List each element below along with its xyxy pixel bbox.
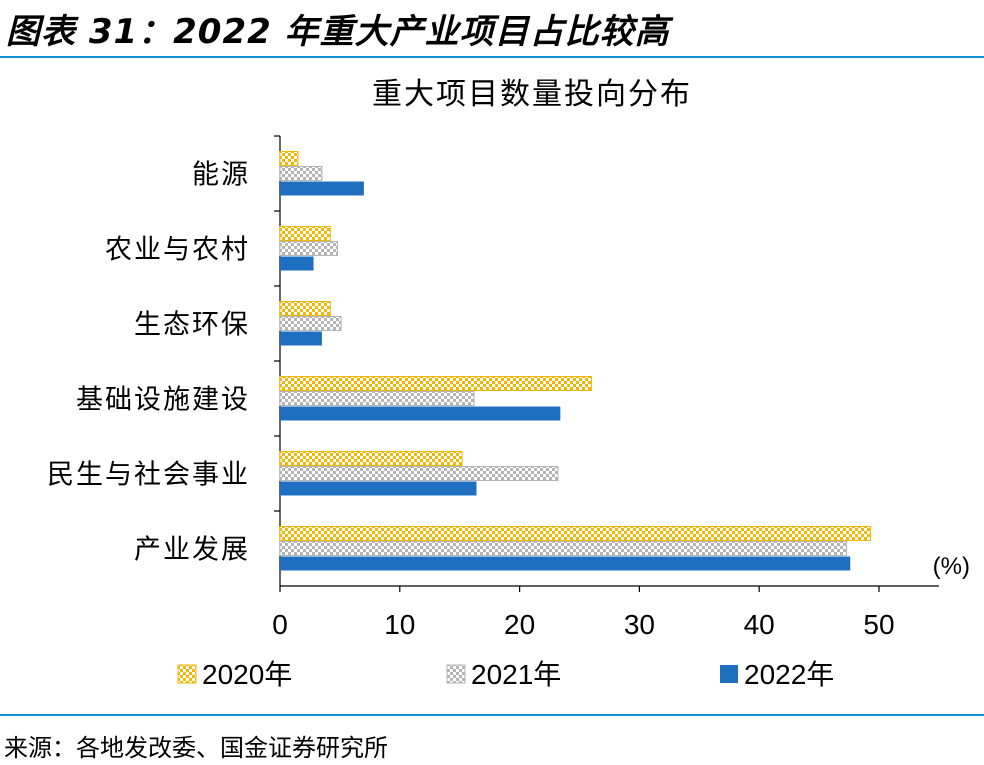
y-tick-label: 生态环保 [134,310,250,341]
bar-2020 [279,451,463,466]
chart-title: 重大项目数量投向分布 [372,77,692,112]
bar-2022 [280,406,561,421]
legend-label-2021: 2021年 [471,659,561,690]
bar-2020 [279,301,331,316]
y-tick-label: 民生与社会事业 [47,460,250,491]
bar-2021 [279,316,342,331]
y-tick-label: 农业与农村 [105,235,250,266]
x-tick-label: 40 [744,609,775,640]
x-tick-label: 50 [863,609,894,640]
legend-label-2022: 2022年 [744,659,834,690]
bar-2020 [279,376,592,391]
x-tick-label: 0 [272,609,288,640]
y-tick-label: 能源 [192,160,250,191]
bar-2022 [280,256,314,271]
legend-swatch-2021 [446,664,466,684]
bar-2021 [279,466,559,481]
bar-2020 [279,526,872,541]
bar-2022 [280,556,851,571]
bar-2021 [279,541,848,556]
legend-swatch-2020 [177,664,197,684]
footer-rule [0,714,984,716]
bar-2022 [280,181,364,196]
bar-2022 [280,481,477,496]
bar-2022 [280,331,322,346]
title-rule [0,56,984,58]
x-tick-label: 20 [504,609,535,640]
y-tick-label: 基础设施建设 [76,385,250,416]
bar-2021 [279,166,323,181]
y-tick-label: 产业发展 [134,535,250,566]
bar-2021 [279,241,339,256]
unit-label: (%) [933,553,970,580]
legend-swatch-2022 [720,665,738,683]
figure-title: 图表 31：2022 年重大产业项目占比较高 [6,12,670,52]
legend-label-2020: 2020年 [202,659,292,690]
x-tick-label: 30 [624,609,655,640]
bar-2020 [279,226,331,241]
x-tick-label: 10 [384,609,415,640]
source-note: 来源：各地发改委、国金证券研究所 [4,734,388,762]
bar-2021 [279,391,475,406]
bar-2020 [279,151,299,166]
